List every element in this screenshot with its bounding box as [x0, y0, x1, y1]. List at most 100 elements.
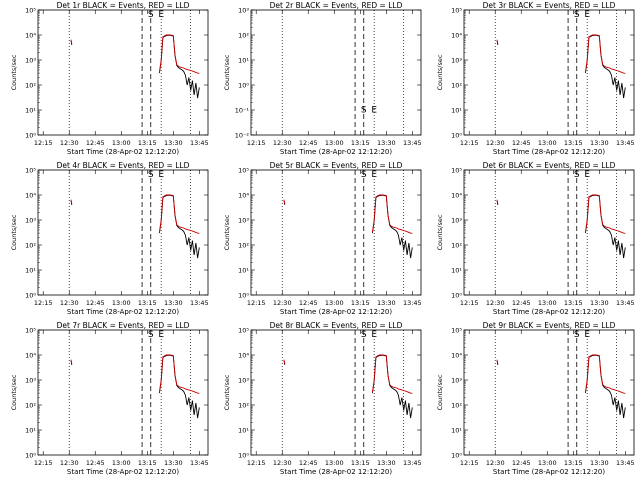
x-axis-label: Start Time (28-Apr-02 12:12:20)	[67, 308, 179, 316]
x-tick-label: 12:15	[247, 139, 266, 147]
x-tick-label: 12:15	[460, 139, 479, 147]
x-tick-label: 13:15	[564, 139, 583, 147]
plot-frame	[463, 329, 635, 456]
x-tick-label: 13:15	[564, 459, 583, 467]
series-line-lld	[371, 194, 413, 234]
interval-marker: E	[158, 170, 164, 180]
x-tick-label: 13:45	[403, 299, 422, 307]
y-tick-label: 10⁴	[451, 352, 462, 360]
x-tick-label: 12:15	[34, 459, 53, 467]
y-tick-label: 10⁴	[451, 192, 462, 200]
interval-marker: E	[371, 170, 377, 180]
x-tick-label: 13:45	[190, 459, 209, 467]
interval-marker: S	[148, 170, 154, 180]
y-axis-label: Counts/sec	[436, 54, 444, 90]
plot-frame	[250, 169, 422, 296]
y-tick-label: 10⁰	[451, 132, 462, 140]
y-tick-label: 10⁴	[25, 192, 36, 200]
y-tick-label: 10²	[451, 242, 462, 250]
y-tick-label: 10³	[451, 217, 462, 225]
x-tick-label: 13:45	[616, 139, 635, 147]
x-tick-label: 12:30	[486, 139, 505, 147]
series-line-lld	[158, 354, 200, 394]
x-tick-label: 12:30	[60, 299, 79, 307]
series-line-events	[158, 354, 200, 419]
x-tick-label: 13:00	[538, 459, 557, 467]
series-line-lld	[584, 194, 626, 234]
plot-frame	[37, 169, 209, 296]
x-tick-label: 12:15	[247, 299, 266, 307]
x-tick-label: 13:30	[377, 139, 396, 147]
y-tick-label: 10²	[25, 82, 36, 90]
x-axis-label: Start Time (28-Apr-02 12:12:20)	[67, 468, 179, 476]
x-tick-label: 13:15	[351, 139, 370, 147]
x-tick-label: 12:30	[486, 299, 505, 307]
x-axis-label: Start Time (28-Apr-02 12:12:20)	[280, 308, 392, 316]
interval-marker: E	[371, 330, 377, 340]
lightcurve-plot: Det 2r BLACK = Events, RED = LLD 12:15 12:…	[223, 1, 422, 156]
y-tick-label: 10⁴	[25, 32, 36, 40]
x-tick-label: 13:45	[190, 139, 209, 147]
x-tick-label: 13:30	[377, 459, 396, 467]
x-tick-label: 13:15	[351, 459, 370, 467]
y-tick-label: 10⁵	[25, 7, 36, 15]
y-tick-label: 10³	[25, 57, 36, 65]
series-line-lld	[70, 359, 73, 364]
y-tick-label: 10⁵	[451, 327, 462, 335]
y-tick-label: 10¹	[451, 267, 462, 275]
detector-panel: Det 3r BLACK = Events, RED = LLD 12:15 12:…	[426, 0, 639, 160]
plot-frame	[463, 9, 635, 136]
y-tick-label: 10⁵	[451, 7, 462, 15]
x-tick-label: 12:45	[86, 459, 105, 467]
x-tick-label: 13:00	[325, 459, 344, 467]
series-line-lld	[496, 199, 499, 204]
x-tick-label: 12:30	[60, 459, 79, 467]
x-tick-label: 13:15	[138, 299, 157, 307]
lightcurve-plot: Det 9r BLACK = Events, RED = LLD 12:15 12:…	[436, 321, 635, 476]
y-tick-label: 10²	[238, 242, 249, 250]
y-tick-label: 10³	[451, 377, 462, 385]
x-tick-label: 13:30	[590, 139, 609, 147]
y-tick-label: 10⁰	[25, 292, 36, 300]
series-line-lld	[283, 359, 286, 364]
panel-title: Det 1r BLACK = Events, RED = LLD	[57, 1, 190, 10]
x-axis-label: Start Time (28-Apr-02 12:12:20)	[493, 468, 605, 476]
lightcurve-plot: Det 4r BLACK = Events, RED = LLD 12:15 12:…	[10, 161, 209, 316]
y-tick-label: 10⁻²	[235, 132, 250, 140]
x-tick-label: 12:30	[273, 139, 292, 147]
detector-panel: Det 2r BLACK = Events, RED = LLD 12:15 12:…	[213, 0, 426, 160]
x-tick-label: 13:30	[590, 299, 609, 307]
y-tick-label: 10¹	[238, 267, 249, 275]
x-tick-label: 13:00	[538, 299, 557, 307]
y-tick-label: 10¹	[25, 107, 36, 115]
x-tick-label: 12:45	[86, 299, 105, 307]
x-tick-label: 12:30	[273, 459, 292, 467]
x-tick-label: 13:45	[616, 459, 635, 467]
y-axis-label: Counts/sec	[10, 214, 18, 250]
y-tick-label: 10¹	[238, 427, 249, 435]
plot-frame	[37, 9, 209, 136]
x-axis-label: Start Time (28-Apr-02 12:12:20)	[280, 148, 392, 156]
x-tick-label: 12:30	[60, 139, 79, 147]
y-tick-label: 10²	[238, 32, 249, 40]
series-line-events	[584, 34, 626, 99]
x-tick-label: 13:15	[564, 299, 583, 307]
x-tick-label: 12:45	[512, 459, 531, 467]
interval-marker: S	[361, 330, 367, 340]
y-tick-label: 10²	[238, 402, 249, 410]
y-axis-label: Counts/sec	[10, 374, 18, 410]
detector-panel: Det 4r BLACK = Events, RED = LLD 12:15 12:…	[0, 160, 213, 320]
x-tick-label: 13:00	[112, 459, 131, 467]
series-line-lld	[70, 199, 73, 204]
x-tick-label: 13:45	[190, 299, 209, 307]
y-tick-label: 10⁵	[238, 327, 249, 335]
y-tick-label: 10⁰	[238, 82, 249, 90]
x-tick-label: 12:15	[460, 299, 479, 307]
y-tick-label: 10¹	[451, 427, 462, 435]
x-tick-label: 13:00	[538, 139, 557, 147]
x-axis-label: Start Time (28-Apr-02 12:12:20)	[67, 148, 179, 156]
y-tick-label: 10¹	[25, 267, 36, 275]
y-tick-label: 10⁴	[238, 192, 249, 200]
series-line-events	[371, 354, 413, 419]
